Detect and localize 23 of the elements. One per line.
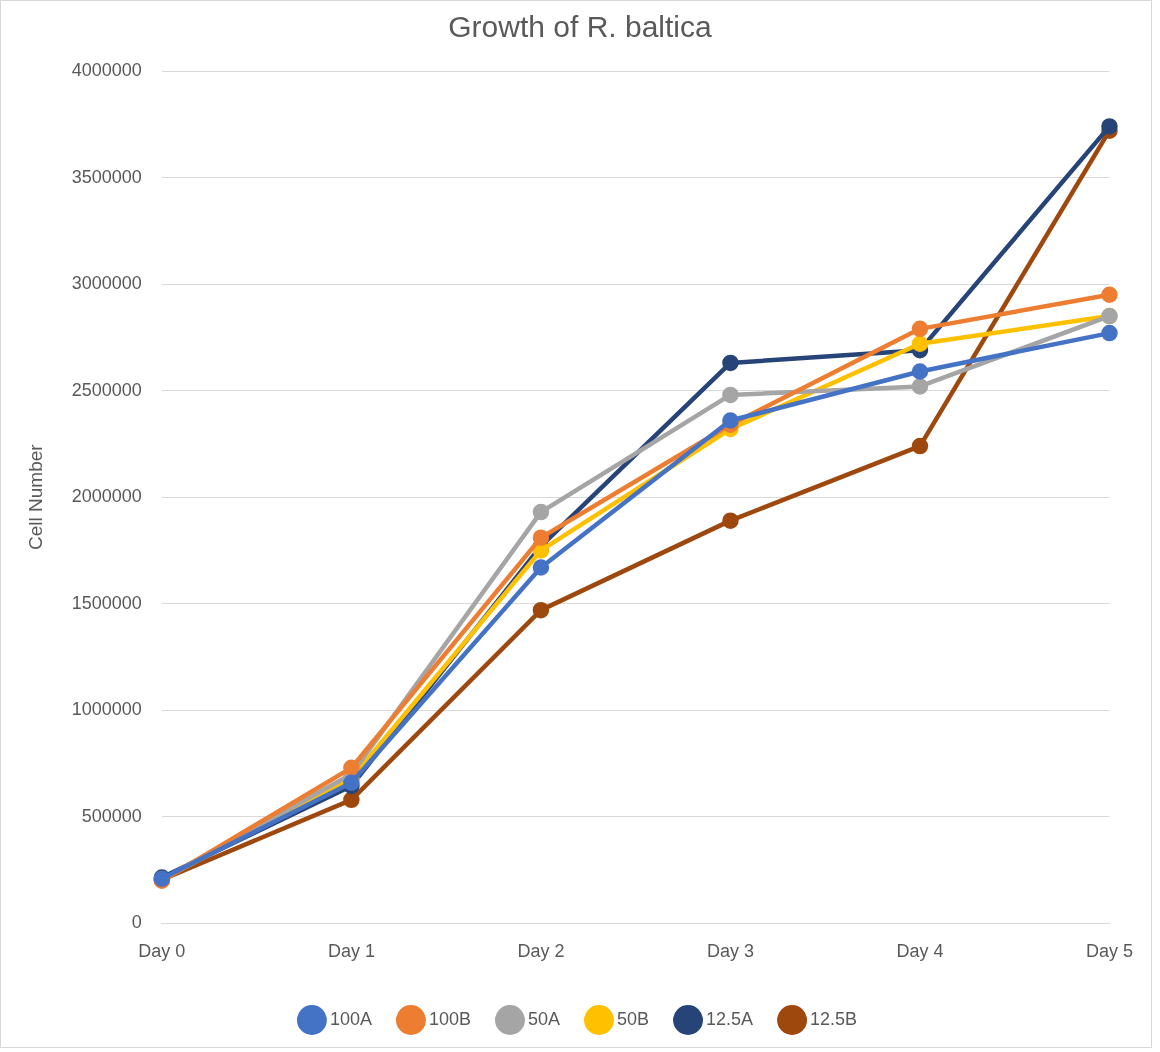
- x-tick-label: Day 1: [327, 941, 375, 962]
- legend-label: 12.5B: [810, 1008, 858, 1029]
- legend-label: 100A: [329, 1008, 372, 1029]
- y-tick-label: 500000: [81, 805, 142, 826]
- x-tick-label: Day 0: [138, 941, 186, 962]
- x-tick-label: Day 3: [706, 941, 754, 962]
- legend-label: 100B: [428, 1008, 471, 1029]
- y-tick-label: 2000000: [71, 486, 142, 507]
- y-tick-label: 0: [131, 912, 142, 933]
- x-tick-label: Day 5: [1085, 941, 1133, 962]
- legend-label: 12.5A: [706, 1008, 754, 1029]
- chart-title: Growth of R. baltica: [448, 10, 713, 44]
- y-tick-label: 1000000: [71, 699, 142, 720]
- y-tick-label: 3000000: [71, 273, 142, 294]
- x-tick-label: Day 2: [517, 941, 565, 962]
- legend-label: 50B: [617, 1008, 650, 1029]
- y-tick-label: 1500000: [71, 592, 142, 613]
- y-tick-label: 2500000: [71, 379, 142, 400]
- legend-label: 50A: [527, 1008, 560, 1029]
- y-tick-label: 4000000: [71, 59, 142, 80]
- x-tick-label: Day 4: [896, 941, 944, 962]
- y-tick-label: 3500000: [71, 166, 142, 187]
- y-axis-title: Cell Number: [24, 443, 46, 550]
